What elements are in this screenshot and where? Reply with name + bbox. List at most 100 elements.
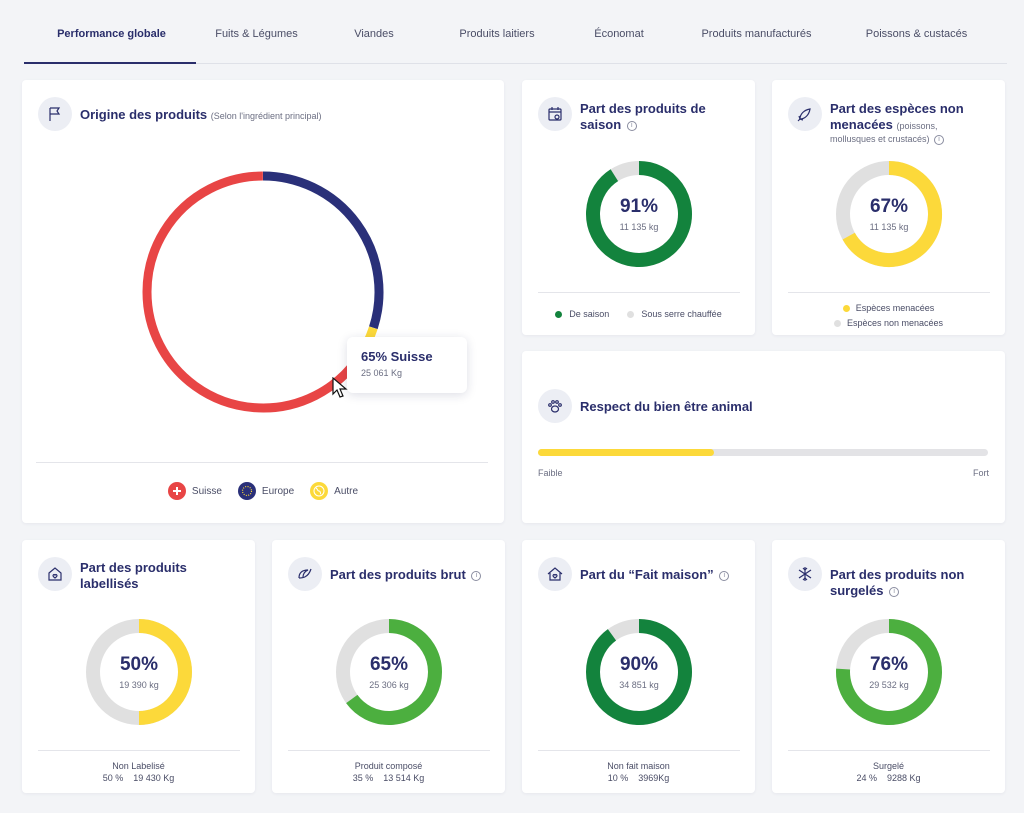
especes-value-arc[interactable]: [842, 161, 942, 267]
labellises-divider: [38, 750, 240, 751]
labellises-card: Part des produits labellisés 50% 19 390 …: [22, 540, 255, 793]
especes-ring: [836, 161, 942, 267]
labellises-donut: 50% 19 390 kg: [83, 616, 195, 728]
brut-donut: 65% 25 306 kg: [333, 616, 445, 728]
legend-autre-label: Autre: [334, 485, 359, 497]
maison-divider: [538, 750, 740, 751]
labellises-ring: [86, 619, 192, 725]
legend-europe[interactable]: Europe: [237, 482, 295, 500]
brut-value-arc[interactable]: [346, 619, 442, 725]
origin-arc-europe[interactable]: [262, 171, 384, 330]
labellises-kg: 19 390 kg: [119, 680, 159, 690]
especes-title-line2: menacées: [830, 117, 893, 132]
legend-sous-serre: Sous serre chauffée: [627, 309, 722, 319]
surgeles-ring: [836, 619, 942, 725]
surgeles-foot-pct: 24 %: [856, 773, 877, 783]
especes-donut: 67% 11 135 kg: [833, 158, 945, 270]
especes-legend-1: Espèces menacées: [772, 303, 1005, 313]
tab-poissons-crustaces[interactable]: Poissons & custacés: [865, 28, 968, 40]
labellises-value-arc[interactable]: [138, 619, 192, 725]
origin-title: Origine des produits (Selon l'ingrédient…: [80, 107, 322, 124]
maison-value-arc[interactable]: [586, 619, 692, 725]
origin-card: Origine des produits (Selon l'ingrédient…: [22, 80, 504, 523]
category-tabs: Performance globale Fuits & Légumes Vian…: [24, 0, 1007, 64]
tab-fruits-legumes[interactable]: Fuits & Légumes: [215, 28, 298, 40]
labellises-title: Part des produits labellisés: [80, 560, 187, 592]
info-icon[interactable]: i: [626, 120, 637, 131]
labellises-foot-label: Non Labelisé: [112, 761, 165, 771]
animal-level-bar: [538, 449, 988, 456]
surgeles-donut: 76% 29 532 kg: [833, 616, 945, 728]
saison-kg: 11 135 kg: [619, 222, 659, 232]
eu-flag-icon: [237, 482, 256, 500]
surgeles-foot-label: Surgelé: [872, 761, 905, 771]
saison-value-arc[interactable]: [586, 161, 692, 267]
brut-foot: Produit composé 35 % 13 514 Kg: [272, 760, 505, 784]
maison-title-text: Part du “Fait maison”: [580, 567, 714, 582]
legend-suisse[interactable]: Suisse: [167, 482, 222, 500]
surgeles-title-line2: surgelés: [830, 583, 884, 598]
leaf-icon: [288, 557, 322, 591]
maison-foot-label: Non fait maison: [607, 761, 670, 771]
tooltip-kg: 25 061 Kg: [361, 368, 403, 378]
saison-title-line2: saison: [580, 117, 622, 132]
brut-divider: [288, 750, 490, 751]
origin-title-text: Origine des produits: [80, 107, 208, 122]
especes-subtitle-b: mollusques et crustacés): [830, 134, 930, 144]
animal-title: Respect du bien être animal: [580, 399, 753, 414]
origin-arc-suisse[interactable]: [142, 171, 361, 413]
surgeles-title: Part des produits non surgelés i: [830, 567, 964, 599]
saison-card: Part des produits de saison i 91% 11 135…: [522, 80, 755, 335]
info-icon[interactable]: i: [934, 134, 945, 145]
active-tab-indicator: [24, 62, 196, 64]
tab-economat[interactable]: Économat: [594, 28, 644, 40]
saison-legend: De saison Sous serre chauffée: [522, 309, 755, 319]
maison-pct: 90%: [619, 654, 659, 675]
brut-ring: [336, 619, 442, 725]
maison-title: Part du “Fait maison” i: [580, 567, 730, 583]
especes-title: Part des espèces non menacées (poissons,…: [830, 101, 1000, 145]
legend-de-saison: De saison: [555, 309, 609, 319]
info-icon[interactable]: i: [719, 570, 730, 581]
tab-viandes[interactable]: Viandes: [354, 28, 394, 40]
info-icon[interactable]: i: [889, 586, 900, 597]
animal-card: Respect du bien être animal Faible Fort: [522, 351, 1005, 523]
origin-divider: [36, 462, 488, 463]
especes-card: Part des espèces non menacées (poissons,…: [772, 80, 1005, 335]
house-heart-icon: [38, 557, 72, 591]
snowflake-icon: [788, 557, 822, 591]
labellises-title-line1: Part des produits: [80, 560, 187, 575]
tab-produits-manufactures[interactable]: Produits manufacturés: [701, 28, 812, 40]
brut-kg: 25 306 kg: [369, 680, 409, 690]
saison-title: Part des produits de saison i: [580, 101, 706, 133]
brut-card: Part des produits brut i 65% 25 306 kg P…: [272, 540, 505, 793]
animal-level-fill: [538, 449, 714, 456]
animal-high-label: Fort: [972, 468, 989, 478]
labellises-foot-kg: 19 430 Kg: [133, 773, 175, 783]
flag-icon: [38, 97, 72, 131]
maison-foot-pct: 10 %: [607, 773, 629, 783]
info-icon[interactable]: i: [471, 570, 482, 581]
legend-autre[interactable]: Autre: [310, 482, 358, 500]
saison-ring: [586, 161, 692, 267]
legend-de-saison-label: De saison: [569, 309, 610, 319]
maison-donut: 90% 34 851 kg: [583, 616, 695, 728]
saison-pct: 91%: [619, 196, 659, 217]
labellises-foot: Non Labelisé 50 % 19 430 Kg: [22, 760, 255, 784]
surgeles-foot: Surgelé 24 % 9288 Kg: [772, 760, 1005, 784]
brut-foot-pct: 35 %: [352, 773, 374, 783]
surgeles-value-arc[interactable]: [836, 619, 942, 725]
maison-ring: [586, 619, 692, 725]
tab-performance-globale[interactable]: Performance globale: [57, 28, 166, 40]
tab-produits-laitiers[interactable]: Produits laitiers: [459, 28, 535, 40]
legend-europe-label: Europe: [261, 485, 295, 497]
especes-pct: 67%: [869, 196, 909, 217]
maison-card: Part du “Fait maison” i 90% 34 851 kg No…: [522, 540, 755, 793]
especes-divider: [788, 292, 990, 293]
animal-low-label: Faible: [538, 468, 563, 478]
surgeles-card: Part des produits non surgelés i 76% 29 …: [772, 540, 1005, 793]
labellises-pct: 50%: [119, 654, 159, 675]
especes-title-line1: Part des espèces non: [830, 101, 964, 116]
origin-subtitle: (Selon l'ingrédient principal): [210, 111, 322, 121]
surgeles-title-line1: Part des produits non: [830, 567, 965, 582]
